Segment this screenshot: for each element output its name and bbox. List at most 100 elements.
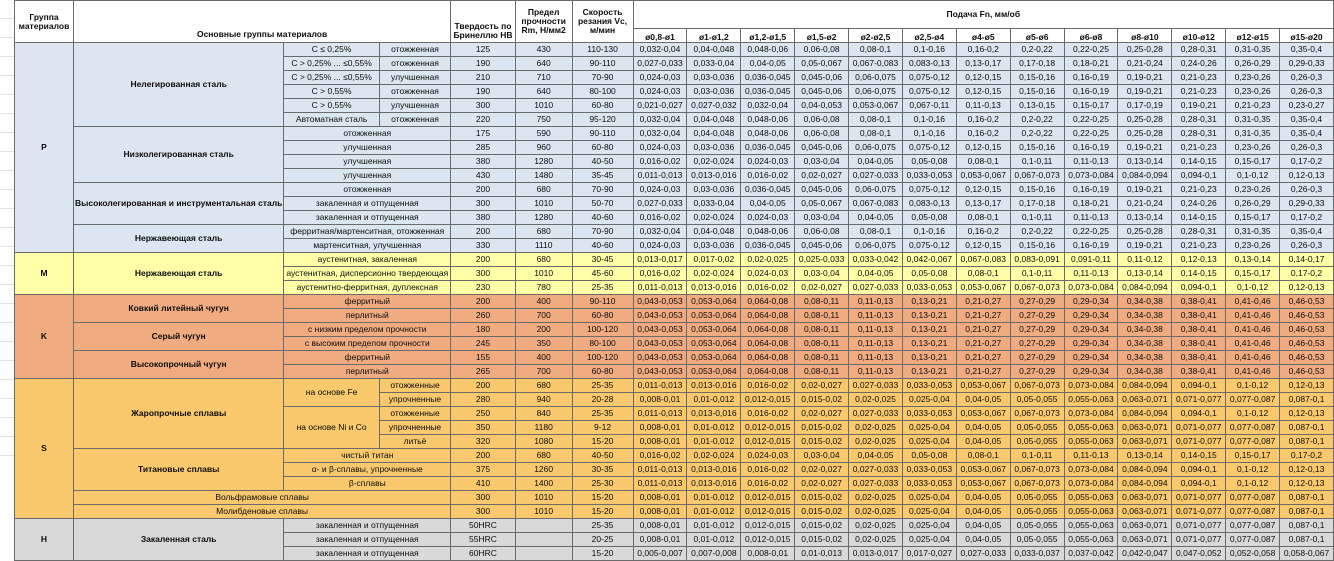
header-diameter-7: ø4-ø5 [955,28,1011,43]
table-row[interactable]: Молибденовые сплавы 300 1010 15-20 0,008-0,0… [15,504,1334,519]
hardness-value: 180 [450,322,516,337]
feed-value-d12: 0,21-0,23 [1225,98,1281,113]
table-row[interactable]: M Нержавеющая сталь аустенитная, закаленна… [14,252,1334,295]
cutting-speed-value: 15-20 [571,490,634,505]
header-row-top: Группа материалов Основные группы материал… [14,0,1334,43]
feed-value-d1: 0,027-0,033 [632,56,688,71]
feed-value-d8: 0,27-0,29 [1009,364,1065,379]
feed-value-d12: 0,077-0,087 [1225,434,1281,449]
feed-value-d9: 0,073-0,084 [1063,462,1119,477]
cutting-speed-value: 45-60 [571,266,634,281]
feed-value-d9: 0,055-0,063 [1063,392,1119,407]
feed-value-d11: 0,094-0,1 [1171,168,1227,183]
table-row[interactable]: Нержавеющая сталь ферритная/мартенситная,… [15,224,1334,253]
tensile-strength-value: 940 [514,392,573,407]
feed-value-d11: 0,38-0,41 [1171,294,1227,309]
material-subgroup: на основе Fe [283,378,380,407]
table-row[interactable]: упрочненные 280 940 20-28 0,008-0,01 0,01-0,0… [15,392,1334,407]
table-row[interactable]: перлитный 260 700 60-80 0,043-0,053 0,053-0,0… [15,308,1334,323]
table-row[interactable]: перлитный 265 700 60-80 0,043-0,053 0,053-0,0… [15,364,1334,379]
feed-value-d2: 0,053-0,064 [686,294,742,309]
table-row[interactable]: C > 0,55% улучшенная 300 1010 60-80 0,021-0,0… [15,98,1334,113]
table-row[interactable]: H Закаленная сталь закаленная и отпущенная… [14,518,1334,561]
feed-value-d13: 0,35-0,4 [1279,126,1334,141]
hardness-value: 300 [450,504,516,519]
feed-value-d12: 0,1-0,12 [1225,280,1281,295]
feed-value-d2: 0,053-0,064 [686,364,742,379]
hardness-value: 230 [450,280,516,295]
table-row[interactable]: аустенитно-ферритная, дуплексная 230 780 25… [15,280,1334,295]
feed-value-d4: 0,02-0,027 [794,406,850,421]
table-row[interactable]: C > 0,25% ... ≤0,55% отожженная 190 640 90-1… [15,56,1334,71]
feed-value-d4: 0,05-0,067 [794,196,850,211]
feed-value-d8: 0,067-0,073 [1009,406,1065,421]
feed-value-d6: 0,033-0,053 [901,476,957,491]
table-row[interactable]: упрочненные 350 1180 9-12 0,008-0,01 0,01-0,0… [15,420,1334,435]
table-row[interactable]: Серый чугун с низким пределом прочности 18… [15,322,1334,351]
feed-value-d2: 0,053-0,064 [686,350,742,365]
table-row[interactable]: K Ковкий литейный чугун ферритный 200 400 90-… [14,294,1334,379]
hardness-value: 320 [450,434,516,449]
feed-value-d6: 0,033-0,053 [901,168,957,183]
table-row[interactable]: P Нелегированная сталь C ≤ 0,25% отожженная… [14,42,1334,253]
feed-value-d9: 0,29-0,34 [1063,308,1119,323]
feed-value-d12: 0,077-0,087 [1225,532,1281,547]
feed-value-d7: 0,11-0,13 [955,98,1011,113]
feed-value-d8: 0,2-0,22 [1009,224,1065,239]
table-row[interactable]: закаленная и отпущенная 380 1280 40-60 0,016… [15,210,1334,225]
header-diameter-9: ø6-ø8 [1063,28,1119,43]
feed-value-d1: 0,024-0,03 [632,84,688,99]
feed-value-d6: 0,033-0,053 [901,462,957,477]
table-row[interactable]: улучшенная 285 960 60-80 0,024-0,03 0,03-0,03… [15,140,1334,155]
feed-value-d4: 0,045-0,06 [794,70,850,85]
feed-value-d13: 0,46-0,53 [1279,308,1334,323]
table-row[interactable]: Вольфрамовые сплавы 300 1010 15-20 0,008-0,0… [15,490,1334,505]
table-row[interactable]: Высокопрочный чугун ферритный 155 400 100-12… [15,350,1334,379]
feed-value-d13: 0,17-0,2 [1279,448,1334,463]
feed-value-d10: 0,063-0,071 [1117,434,1173,449]
feed-value-d11: 0,38-0,41 [1171,350,1227,365]
feed-value-d7: 0,21-0,27 [955,308,1011,323]
feed-value-d7: 0,053-0,067 [955,378,1011,393]
header-cutting-speed: Скорость резания Vc, м/мин [571,0,634,43]
feed-value-d7: 0,12-0,15 [955,238,1011,253]
material-condition: закаленная и отпущенная [283,518,452,533]
table-row[interactable]: мартенситная, улучшенная 330 1110 40-60 0,02… [15,238,1334,253]
hardness-value: 200 [450,182,516,197]
feed-value-d8: 0,17-0,18 [1009,196,1065,211]
material-condition: аустенитная, закаленная [283,252,452,267]
feed-value-d3: 0,032-0,04 [740,98,796,113]
feed-value-d2: 0,01-0,012 [686,420,742,435]
feed-value-d6: 0,025-0,04 [901,504,957,519]
feed-value-d10: 0,34-0,38 [1117,308,1173,323]
feed-value-d2: 0,03-0,036 [686,182,742,197]
feed-value-d3: 0,016-0,02 [740,378,796,393]
feed-value-d1: 0,011-0,013 [632,378,688,393]
feed-value-d2: 0,013-0,016 [686,406,742,421]
table-row[interactable]: на основе Ni и Co отожженные 250 840 25-35 0,… [15,406,1334,449]
hardness-value: 200 [450,252,516,267]
feed-value-d6: 0,025-0,04 [901,518,957,533]
feed-value-d6: 0,05-0,08 [901,266,957,281]
feed-value-d9: 0,16-0,19 [1063,140,1119,155]
table-row[interactable]: Низколегированная сталь отожженная 175 590 9… [15,126,1334,183]
hardness-value: 330 [450,238,516,253]
table-row[interactable]: Высоколегированная и инструментальная ст… [15,182,1334,225]
feed-value-d13: 0,26-0,3 [1279,238,1334,253]
feed-value-d3: 0,016-0,02 [740,406,796,421]
feed-value-d1: 0,011-0,013 [632,280,688,295]
table-row[interactable]: Титановые сплавы чистый титан 200 680 40-50 0… [15,448,1334,491]
feed-value-d5: 0,11-0,13 [848,294,903,309]
feed-value-d6: 0,1-0,16 [901,126,957,141]
feed-value-d12: 0,077-0,087 [1225,392,1281,407]
table-row[interactable]: литьё 320 1080 15-20 0,008-0,01 0,01-0,012 0,0… [15,434,1334,449]
feed-value-d7: 0,04-0,05 [955,392,1011,407]
feed-value-d2: 0,02-0,024 [686,266,742,281]
table-row[interactable]: S Жаропрочные сплавы на основе Fe отожженны… [14,378,1334,519]
feed-value-d9: 0,037-0,042 [1063,546,1119,561]
table-row[interactable]: улучшенная 430 1480 35-45 0,011-0,013 0,013-0… [15,168,1334,183]
feed-value-d2: 0,01-0,012 [686,532,742,547]
table-row[interactable]: закаленная и отпущенная 300 1010 50-70 0,027… [15,196,1334,211]
feed-value-d6: 0,025-0,04 [901,434,957,449]
